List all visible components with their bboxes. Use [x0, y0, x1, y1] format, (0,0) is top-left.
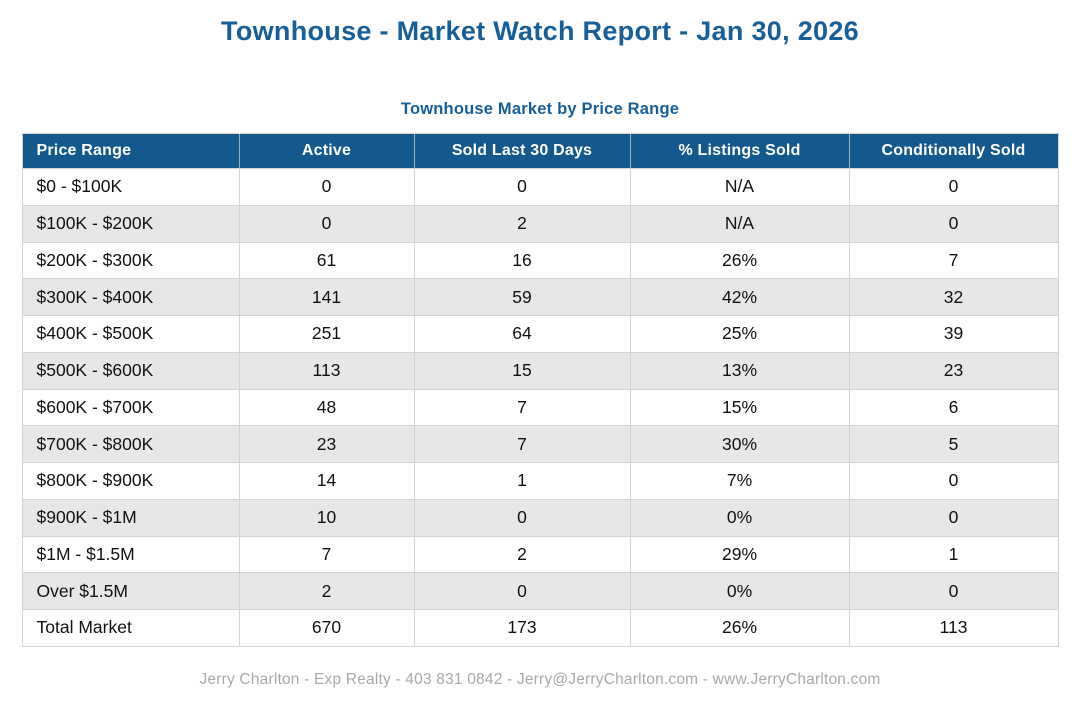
table-cell: 0 — [848, 168, 1059, 206]
table-cell: 113 — [238, 351, 415, 390]
table-cell: 7% — [629, 462, 850, 500]
table-row: $100K - $200K 0 2 N/A 0 — [21, 204, 1059, 243]
table-cell: 15 — [413, 351, 631, 390]
table-cell: 2 — [413, 535, 631, 574]
table-cell: 0 — [848, 572, 1059, 610]
market-table: Price Range Active Sold Last 30 Days% List… — [21, 133, 1059, 647]
report-page: Townhouse - Market Watch Report - Jan 30… — [0, 16, 1080, 714]
table-cell: 0 — [848, 204, 1059, 243]
table-row: Total Market 670 173 26% 113 — [21, 609, 1059, 647]
table-cell: 173 — [413, 609, 631, 647]
table-cell: 0 — [848, 462, 1059, 500]
table-cell: 0 — [848, 498, 1059, 537]
table-cell: 6 — [848, 388, 1059, 427]
table-cell: 15% — [629, 388, 850, 427]
table-cell: 16 — [413, 241, 631, 280]
table-row: $900K - $1M 10 0 0% 0 — [21, 498, 1059, 537]
table-cell: Total Market — [21, 609, 240, 647]
table-cell: $700K - $800K — [21, 425, 240, 463]
table-cell: 113 — [848, 609, 1059, 647]
column-header-1: Active — [239, 133, 415, 169]
table-cell: 0 — [238, 168, 415, 206]
table-cell: 30% — [629, 425, 850, 463]
table-cell: 0% — [629, 498, 850, 537]
table-cell: 13% — [629, 351, 850, 390]
table-row: $1M - $1.5M 7 2 29% 1 — [21, 535, 1059, 574]
table-cell: $400K - $500K — [21, 315, 240, 353]
table-cell: 2 — [238, 572, 415, 610]
table-title: Townhouse Market by Price Range — [400, 100, 680, 118]
table-cell: $1M - $1.5M — [21, 535, 240, 574]
table-row: Over $1.5M 2 0 0% 0 — [21, 572, 1059, 610]
table-cell: $200K - $300K — [21, 241, 240, 280]
column-header-4: Conditionally Sold — [849, 133, 1058, 169]
table-cell: 7 — [238, 535, 415, 574]
table-cell: 0 — [413, 572, 631, 610]
table-cell: 29% — [629, 535, 850, 574]
table-cell: $300K - $400K — [21, 278, 240, 316]
table-header-row: Price Range Active Sold Last 30 Days% List… — [22, 133, 1058, 169]
table-row: $500K - $600K 113 15 13% 23 — [21, 351, 1059, 390]
table-cell: 48 — [238, 388, 415, 427]
table-cell: $0 - $100K — [21, 168, 240, 206]
table-row: $0 - $100K 0 0 N/A 0 — [21, 168, 1059, 206]
table-cell: 32 — [848, 278, 1059, 316]
table-cell: $600K - $700K — [21, 388, 240, 427]
table-cell: N/A — [629, 168, 850, 206]
table-row: $300K - $400K 141 59 42% 32 — [21, 278, 1059, 316]
table-cell: Over $1.5M — [21, 572, 240, 610]
table-row: $800K - $900K 14 1 7% 0 — [21, 462, 1059, 500]
table-cell: 7 — [413, 388, 631, 427]
table-cell: 23 — [848, 351, 1059, 390]
footer-contact: Jerry Charlton - Exp Realty - 403 831 08… — [199, 670, 881, 688]
column-header-2: Sold Last 30 Days — [414, 133, 631, 169]
table-cell: $500K - $600K — [21, 351, 240, 390]
table-cell: 5 — [848, 425, 1059, 463]
table-row: $600K - $700K 48 7 15% 6 — [21, 388, 1059, 427]
table-cell: 26% — [629, 609, 850, 647]
table-cell: 10 — [238, 498, 415, 537]
table-row: $200K - $300K 61 16 26% 7 — [21, 241, 1059, 280]
table-row: $700K - $800K 23 7 30% 5 — [21, 425, 1059, 463]
table-cell: 42% — [629, 278, 850, 316]
table-cell: 670 — [238, 609, 415, 647]
table-cell: 14 — [238, 462, 415, 500]
table-cell: 1 — [413, 462, 631, 500]
table-cell: 251 — [238, 315, 415, 353]
table-cell: 7 — [413, 425, 631, 463]
table-cell: 23 — [238, 425, 415, 463]
column-header-3: % Listings Sold — [630, 133, 850, 169]
table-cell: 59 — [413, 278, 631, 316]
table-cell: $100K - $200K — [21, 204, 240, 243]
table-cell: 7 — [848, 241, 1059, 280]
table-head: Price Range Active Sold Last 30 Days% List… — [22, 133, 1058, 169]
table-cell: 0 — [238, 204, 415, 243]
table-row: $400K - $500K 251 64 25% 39 — [21, 315, 1059, 353]
table-cell: $900K - $1M — [21, 498, 240, 537]
table-cell: 1 — [848, 535, 1059, 574]
table-cell: 39 — [848, 315, 1059, 353]
table-cell: 61 — [238, 241, 415, 280]
table-cell: N/A — [629, 204, 850, 243]
table-cell: 141 — [238, 278, 415, 316]
table-cell: 2 — [413, 204, 631, 243]
table-body: $0 - $100K 0 0 N/A 0 $100K - $200K 0 2 N/A 0 $200K… — [21, 168, 1059, 647]
table-cell: 25% — [629, 315, 850, 353]
column-header-0: Price Range — [22, 133, 240, 169]
table-cell: $800K - $900K — [21, 462, 240, 500]
table-cell: 0 — [413, 498, 631, 537]
page-title: Townhouse - Market Watch Report - Jan 30… — [221, 16, 859, 46]
table-cell: 26% — [629, 241, 850, 280]
table-cell: 0% — [629, 572, 850, 610]
table-cell: 64 — [413, 315, 631, 353]
table-cell: 0 — [413, 168, 631, 206]
